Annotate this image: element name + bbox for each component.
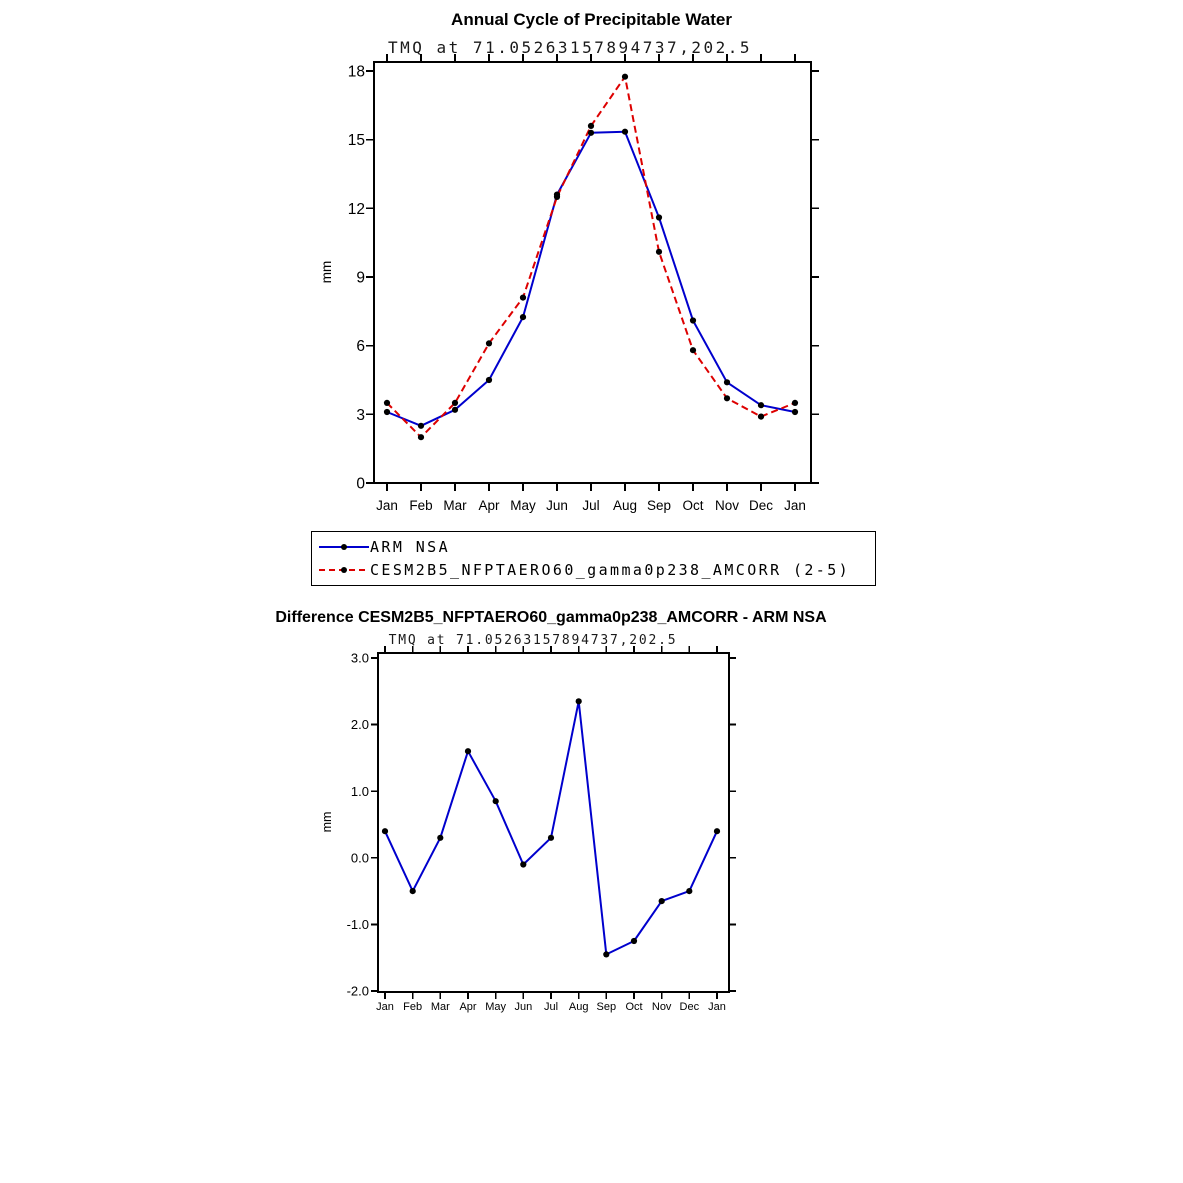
diff-chart-subtitle: TMQ at 71.05263157894737,202.5 bbox=[388, 633, 678, 648]
svg-text:3: 3 bbox=[356, 407, 365, 424]
svg-text:Jun: Jun bbox=[514, 1001, 532, 1013]
svg-text:Dec: Dec bbox=[749, 498, 773, 513]
legend-item-cesm: CESM2B5_NFPTAERO60_gamma0p238_AMCORR (2-… bbox=[318, 559, 875, 582]
svg-text:9: 9 bbox=[356, 269, 365, 286]
svg-text:18: 18 bbox=[348, 63, 365, 80]
svg-text:Feb: Feb bbox=[403, 1001, 422, 1013]
top-chart-subtitle: TMQ at 71.05263157894737,202.5 bbox=[388, 38, 752, 57]
svg-text:Sep: Sep bbox=[647, 498, 671, 513]
annual-cycle-plot: 0 3 6 9 12 15 18 Jan Feb Mar Apr May Jun Jul Aug Sep Oct… bbox=[319, 54, 819, 513]
diff-chart-title: Difference CESM2B5_NFPTAERO60_gamma0p238… bbox=[275, 609, 827, 626]
svg-text:May: May bbox=[510, 498, 536, 513]
svg-text:Sep: Sep bbox=[597, 1001, 617, 1013]
legend-marker-dot-icon bbox=[341, 544, 347, 550]
svg-text:Mar: Mar bbox=[443, 498, 467, 513]
svg-text:Aug: Aug bbox=[613, 498, 637, 513]
svg-text:Jan: Jan bbox=[376, 1001, 394, 1013]
top-chart-title: Annual Cycle of Precipitable Water bbox=[451, 10, 732, 29]
svg-text:Dec: Dec bbox=[680, 1001, 700, 1013]
svg-text:mm: mm bbox=[320, 812, 334, 833]
svg-text:-1.0: -1.0 bbox=[347, 917, 369, 932]
svg-text:1.0: 1.0 bbox=[351, 784, 369, 799]
svg-text:0.0: 0.0 bbox=[351, 850, 369, 865]
svg-text:6: 6 bbox=[356, 338, 365, 355]
legend-label-arm-nsa: ARM NSA bbox=[370, 538, 451, 556]
svg-text:15: 15 bbox=[348, 132, 365, 149]
legend-item-arm-nsa: ARM NSA bbox=[318, 536, 875, 559]
difference-plot: -2.0 -1.0 0.0 1.0 2.0 3.0 Jan Feb Mar Apr May Jun Ju… bbox=[320, 646, 736, 1013]
svg-text:Jun: Jun bbox=[546, 498, 568, 513]
svg-text:Oct: Oct bbox=[682, 498, 703, 513]
svg-text:3.0: 3.0 bbox=[351, 651, 369, 666]
svg-text:Jul: Jul bbox=[544, 1001, 558, 1013]
legend-label-cesm: CESM2B5_NFPTAERO60_gamma0p238_AMCORR (2-… bbox=[370, 561, 851, 579]
svg-text:Feb: Feb bbox=[409, 498, 432, 513]
svg-text:12: 12 bbox=[348, 201, 365, 218]
svg-text:May: May bbox=[485, 1001, 506, 1013]
svg-text:Jul: Jul bbox=[582, 498, 599, 513]
svg-text:Jan: Jan bbox=[708, 1001, 726, 1013]
svg-text:Mar: Mar bbox=[431, 1001, 450, 1013]
svg-text:mm: mm bbox=[319, 261, 334, 284]
legend-line-dashed-icon bbox=[319, 567, 369, 573]
legend-line-solid-icon bbox=[319, 544, 369, 550]
svg-text:Jan: Jan bbox=[376, 498, 398, 513]
svg-text:Nov: Nov bbox=[715, 498, 739, 513]
svg-text:Nov: Nov bbox=[652, 1001, 672, 1013]
svg-text:Apr: Apr bbox=[459, 1001, 476, 1013]
legend-box: ARM NSA CESM2B5_NFPTAERO60_gamma0p238_AM… bbox=[311, 531, 876, 586]
legend-marker-dot-icon bbox=[341, 567, 347, 573]
svg-text:Jan: Jan bbox=[784, 498, 806, 513]
svg-text:-2.0: -2.0 bbox=[347, 984, 369, 999]
svg-text:Apr: Apr bbox=[478, 498, 500, 513]
svg-text:0: 0 bbox=[356, 475, 365, 492]
svg-text:Aug: Aug bbox=[569, 1001, 589, 1013]
svg-text:2.0: 2.0 bbox=[351, 717, 369, 732]
svg-text:Oct: Oct bbox=[625, 1001, 642, 1013]
